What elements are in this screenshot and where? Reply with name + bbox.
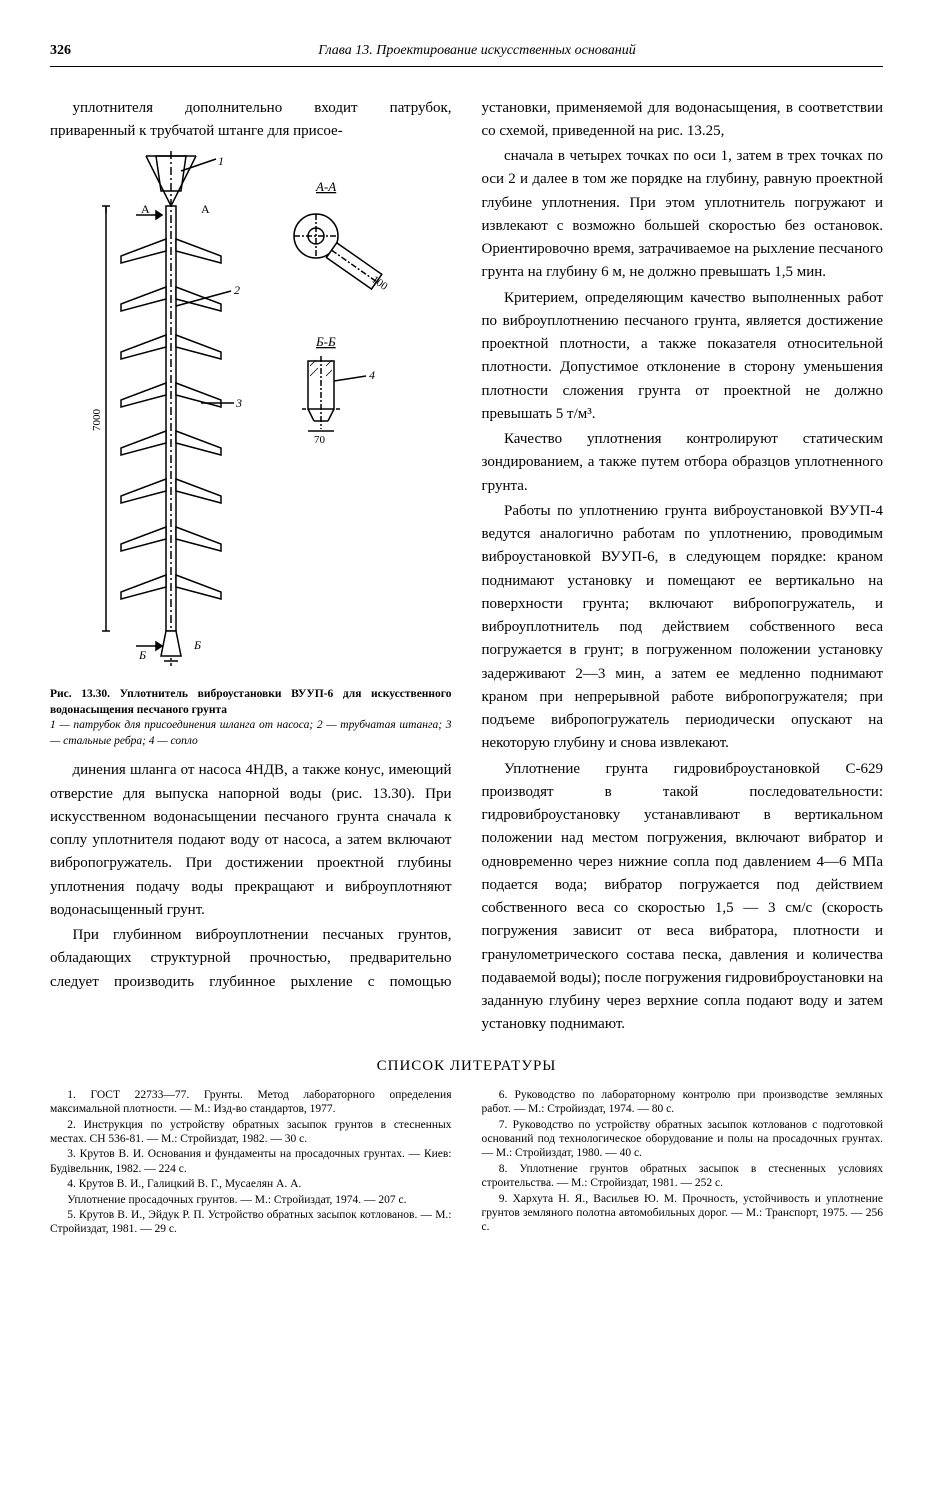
svg-text:Б-Б: Б-Б (315, 334, 336, 349)
lit-item: 1. ГОСТ 22733—77. Грунты. Метод лаборато… (50, 1088, 452, 1117)
lit-item: 5. Крутов В. И., Эйдук Р. П. Устройство … (50, 1208, 452, 1237)
paragraph: уплотнителя дополнительно входит патрубо… (50, 97, 452, 144)
lit-item: 2. Инструкция по устройству обратных зас… (50, 1118, 452, 1147)
svg-text:70: 70 (314, 434, 326, 446)
lit-item: 7. Руководство по устройству обратных за… (482, 1118, 884, 1161)
lit-item: 6. Руководство по лабораторному контролю… (482, 1088, 884, 1117)
svg-text:Б: Б (193, 638, 201, 652)
svg-text:3: 3 (235, 396, 242, 410)
paragraph: сначала в четырех точках по оси 1, затем… (482, 145, 884, 285)
main-content: уплотнителя дополнительно входит патрубо… (50, 97, 883, 1037)
figure-caption: Рис. 13.30. Уплотнитель виброустановки В… (50, 687, 452, 749)
lit-item: 9. Хархута Н. Я., Васильев Ю. М. Прочнос… (482, 1192, 884, 1235)
paragraph: Качество уплотнения контролируют статиче… (482, 428, 884, 498)
svg-text:А: А (141, 202, 150, 216)
paragraph: Работы по уплотнению грунта виброустанов… (482, 500, 884, 756)
page-header: 326 Глава 13. Проектирование искусственн… (50, 40, 883, 67)
caption-legend: 1 — патрубок для присоединения шланга от… (50, 719, 452, 747)
lit-item: 8. Уплотнение грунтов обратных засыпок в… (482, 1162, 884, 1191)
svg-text:7000: 7000 (91, 409, 103, 432)
svg-text:А-А: А-А (315, 179, 336, 194)
paragraph: Критерием, определяющим качество выполне… (482, 287, 884, 427)
svg-text:А: А (201, 202, 210, 216)
lit-item: Уплотнение просадочных грунтов. — М.: Ст… (50, 1193, 452, 1207)
lit-item: 4. Крутов В. И., Галицкий В. Г., Мусаеля… (50, 1177, 452, 1191)
caption-title: Рис. 13.30. Уплотнитель виброустановки В… (50, 688, 452, 716)
literature-heading: СПИСОК ЛИТЕРАТУРЫ (50, 1055, 883, 1078)
paragraph: динения шланга от насоса 4НДВ, а также к… (50, 759, 452, 922)
svg-text:Б: Б (138, 648, 146, 662)
svg-text:2: 2 (234, 283, 240, 297)
lit-item: 3. Крутов В. И. Основания и фундаменты н… (50, 1147, 452, 1176)
literature-list: 1. ГОСТ 22733—77. Грунты. Метод лаборато… (50, 1088, 883, 1237)
page-number: 326 (50, 40, 71, 62)
svg-text:4: 4 (369, 368, 375, 382)
figure-13-30: 1 А А (50, 151, 452, 749)
chapter-title: Глава 13. Проектирование искусственных о… (71, 40, 883, 62)
svg-text:1: 1 (218, 154, 224, 168)
compactor-diagram: 1 А А (86, 151, 416, 681)
paragraph: Уплотнение грунта гидровиброустановкой С… (482, 758, 884, 1037)
